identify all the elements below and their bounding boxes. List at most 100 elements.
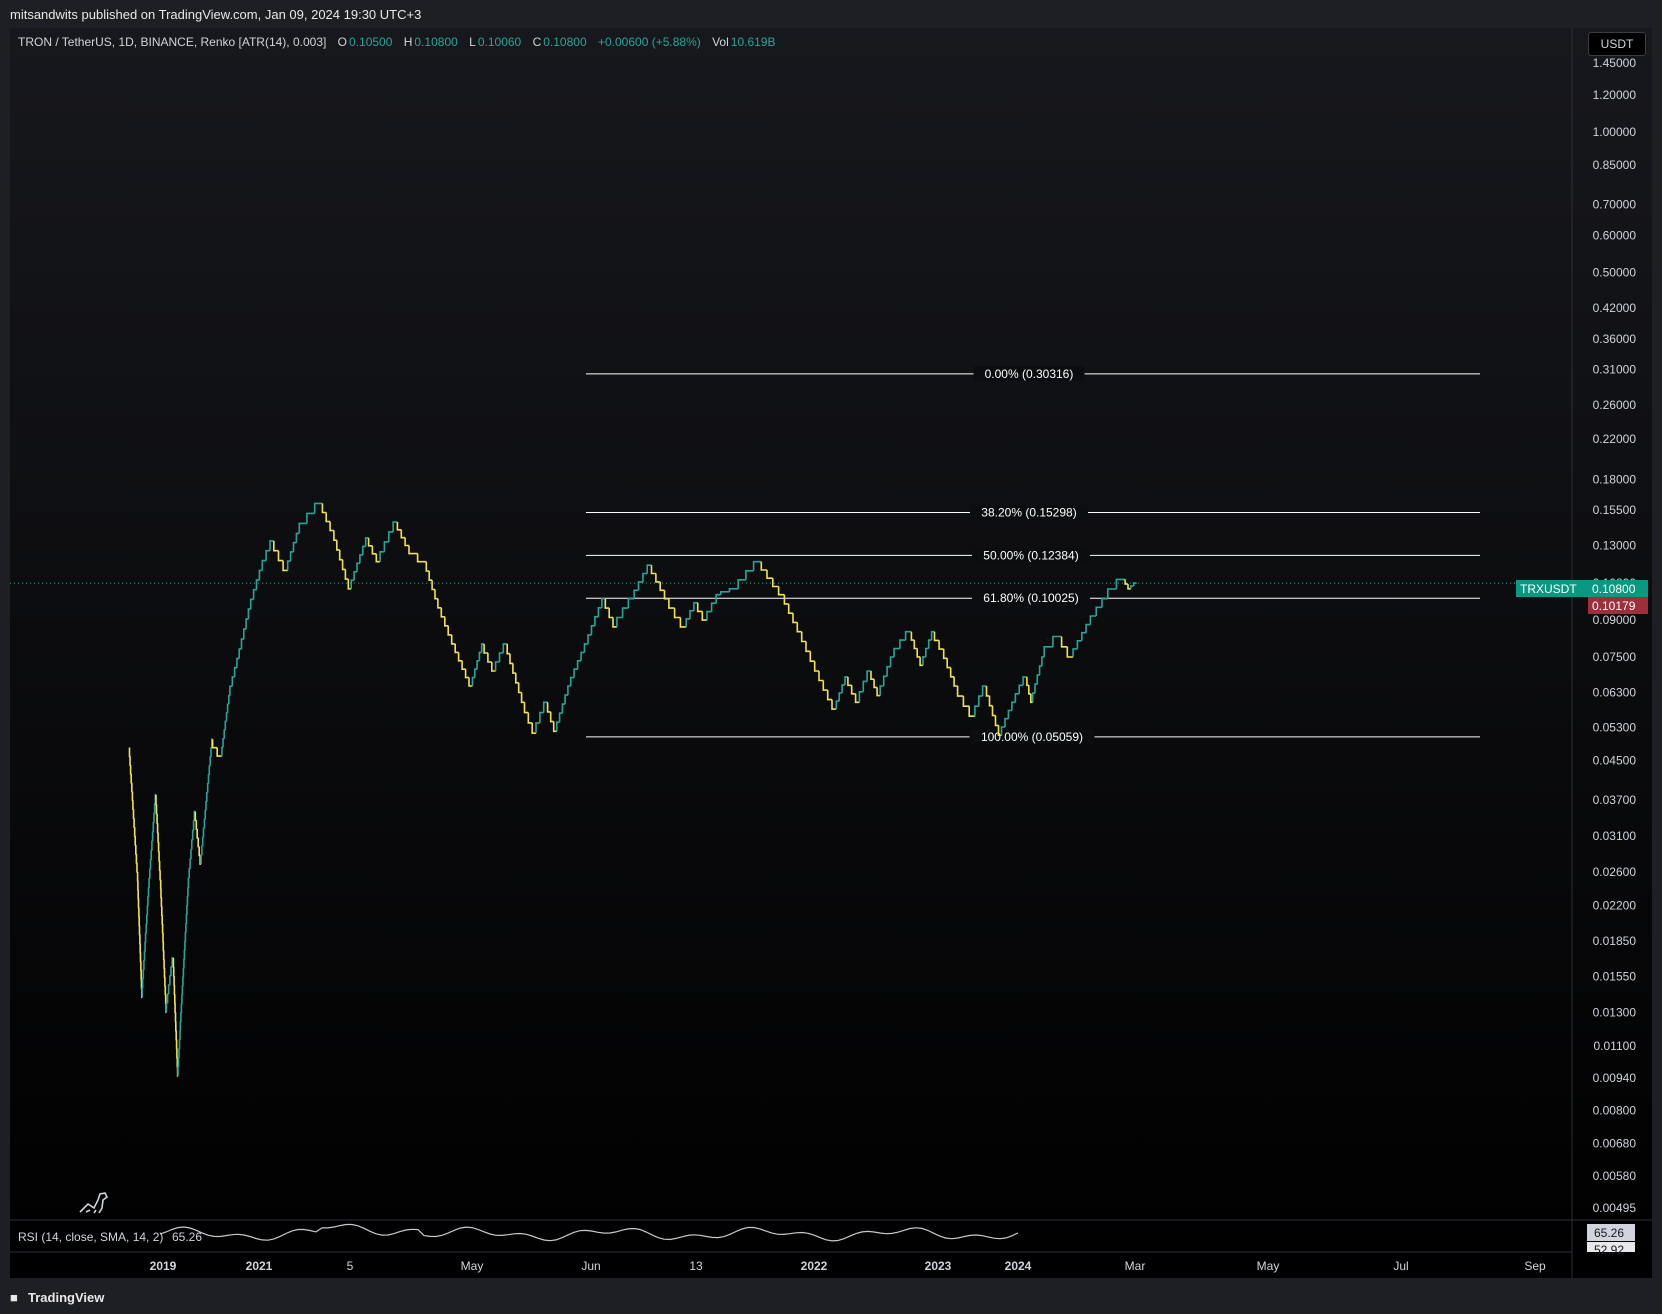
renko-down-segment <box>396 522 409 547</box>
renko-up-segment <box>1072 623 1091 657</box>
renko-up-segment <box>165 957 174 1013</box>
publish-info: mitsandwits published on TradingView.com… <box>10 7 422 22</box>
price-tick-label: 0.02600 <box>1593 865 1637 879</box>
renko-series <box>128 502 1137 1077</box>
renko-down-segment <box>760 561 785 596</box>
fib-label-bg <box>972 548 1090 563</box>
renko-down-segment <box>604 598 617 628</box>
renko-down-segment <box>783 594 802 633</box>
renko-down-segment <box>128 747 134 801</box>
high-label: H <box>403 35 413 49</box>
low-value: 0.10060 <box>477 35 522 49</box>
high-value: 0.10800 <box>414 35 458 49</box>
publish-bar: mitsandwits published on TradingView.com… <box>0 0 1662 28</box>
renko-up-segment <box>535 701 548 734</box>
renko-up-segment <box>286 532 300 571</box>
renko-down-segment <box>454 643 473 687</box>
price-tick-label: 0.04500 <box>1593 754 1637 768</box>
renko-up-segment <box>471 643 485 686</box>
price-tick-label: 0.09000 <box>1593 613 1637 627</box>
renko-up-segment <box>556 685 571 732</box>
renko-up-segment <box>1107 578 1126 599</box>
dino-icon[interactable] <box>79 1192 109 1214</box>
renko-up-segment <box>177 887 189 1076</box>
renko-down-segment <box>367 537 381 563</box>
chart-area[interactable] <box>10 28 1652 1278</box>
renko-up-segment <box>879 656 895 696</box>
price-tick-label: 0.00940 <box>1593 1071 1637 1085</box>
price-tick-label: 0.31000 <box>1593 362 1637 376</box>
rsi-value-badge: 65.26 <box>1594 1226 1624 1240</box>
renko-up-segment <box>569 643 588 686</box>
price-tick-label: 0.50000 <box>1593 265 1637 279</box>
renko-up-segment <box>587 597 606 644</box>
price-tick-label: 1.45000 <box>1593 56 1637 70</box>
time-tick-label: 5 <box>347 1259 354 1273</box>
price-tick-label: 1.20000 <box>1593 88 1637 102</box>
currency-button[interactable]: USDT <box>1588 32 1646 56</box>
renko-down-segment <box>985 686 1002 736</box>
open-value: 0.10500 <box>349 35 393 49</box>
renko-down-segment <box>668 598 687 628</box>
price-axis[interactable]: 1.45000 1.20000 1.00000 0.85000 0.70000 0.600… <box>1593 56 1637 1215</box>
volume-label: Vol <box>712 35 729 49</box>
price-tick-label: 0.06300 <box>1593 685 1637 699</box>
renko-down-segment <box>194 811 202 865</box>
renko-down-segment <box>933 631 944 650</box>
fibonacci-retracement[interactable]: 0.00% (0.30316) 38.20% (0.15298) 50.00% (0… <box>586 366 1480 744</box>
low-label: L <box>469 35 476 49</box>
renko-down-segment <box>211 739 222 757</box>
renko-down-segment <box>910 631 923 667</box>
renko-down-segment <box>1060 636 1074 658</box>
fib-level-label: 100.00% (0.05059) <box>981 730 1083 744</box>
time-tick-label: Jun <box>581 1259 600 1273</box>
renko-down-segment <box>155 794 161 881</box>
price-tick-label: 0.36000 <box>1593 332 1637 346</box>
last-price-badge: 0.10800 <box>1588 580 1648 597</box>
renko-down-segment <box>1026 676 1033 704</box>
renko-down-segment <box>650 565 669 600</box>
renko-down-segment <box>136 871 143 999</box>
price-tick-label: 0.01100 <box>1594 1039 1637 1053</box>
price-tick-label: 0.22000 <box>1593 432 1637 446</box>
renko-up-segment <box>1000 701 1016 736</box>
symbol-legend[interactable]: TRON / TetherUS, 1D, BINANCE, Renko [ATR… <box>18 35 783 49</box>
price-tick-label: 0.60000 <box>1593 229 1637 243</box>
renko-down-segment <box>847 676 860 704</box>
renko-up-segment <box>974 685 987 717</box>
price-tick-label: 0.05300 <box>1593 720 1637 734</box>
footer-bar <box>0 1278 1662 1314</box>
renko-up-segment <box>835 676 848 710</box>
price-tick-label: 0.42000 <box>1593 301 1637 315</box>
volume-value: 10.619B <box>730 35 776 49</box>
fib-level-label: 50.00% (0.12384) <box>983 548 1078 562</box>
price-tick-label: 0.00680 <box>1593 1137 1637 1151</box>
renko-up-segment <box>706 593 721 621</box>
renko-up-segment <box>1031 656 1045 703</box>
price-tick-label: 0.00800 <box>1593 1104 1637 1118</box>
renko-up-segment <box>616 597 635 627</box>
renko-up-segment <box>221 694 230 757</box>
renko-up-segment <box>737 560 762 589</box>
time-tick-label: Jul <box>1393 1259 1408 1273</box>
tradingview-logo[interactable]: ■ TradingView <box>10 1290 104 1305</box>
price-tick-label: 1.00000 <box>1593 125 1637 139</box>
symbol-title: TRON / TetherUS, 1D, BINANCE, Renko [ATR… <box>18 35 327 49</box>
time-tick-label: 2024 <box>1005 1259 1032 1273</box>
renko-down-segment <box>800 631 819 672</box>
renko-down-segment <box>408 545 427 563</box>
price-tick-label: 0.18000 <box>1593 473 1637 487</box>
renko-down-segment <box>506 643 525 704</box>
price-tick-label: 0.00580 <box>1593 1169 1637 1183</box>
rsi-pane[interactable]: RSI (14, close, SMA, 14, 2) 65.26 65.26 … <box>18 1223 1635 1257</box>
price-tick-label: 0.01300 <box>1593 1005 1637 1019</box>
renko-up-segment <box>893 630 912 657</box>
fib-level-label: 0.00% (0.30316) <box>985 367 1074 381</box>
renko-up-segment <box>922 630 935 666</box>
renko-down-segment <box>523 702 536 734</box>
renko-up-segment <box>1043 635 1062 657</box>
time-axis[interactable]: 2019 2021 5 May Jun 13 2022 2023 2024 Mar May Jul Se… <box>150 1259 1546 1273</box>
renko-up-segment <box>858 670 871 703</box>
renko-up-segment <box>240 608 251 650</box>
